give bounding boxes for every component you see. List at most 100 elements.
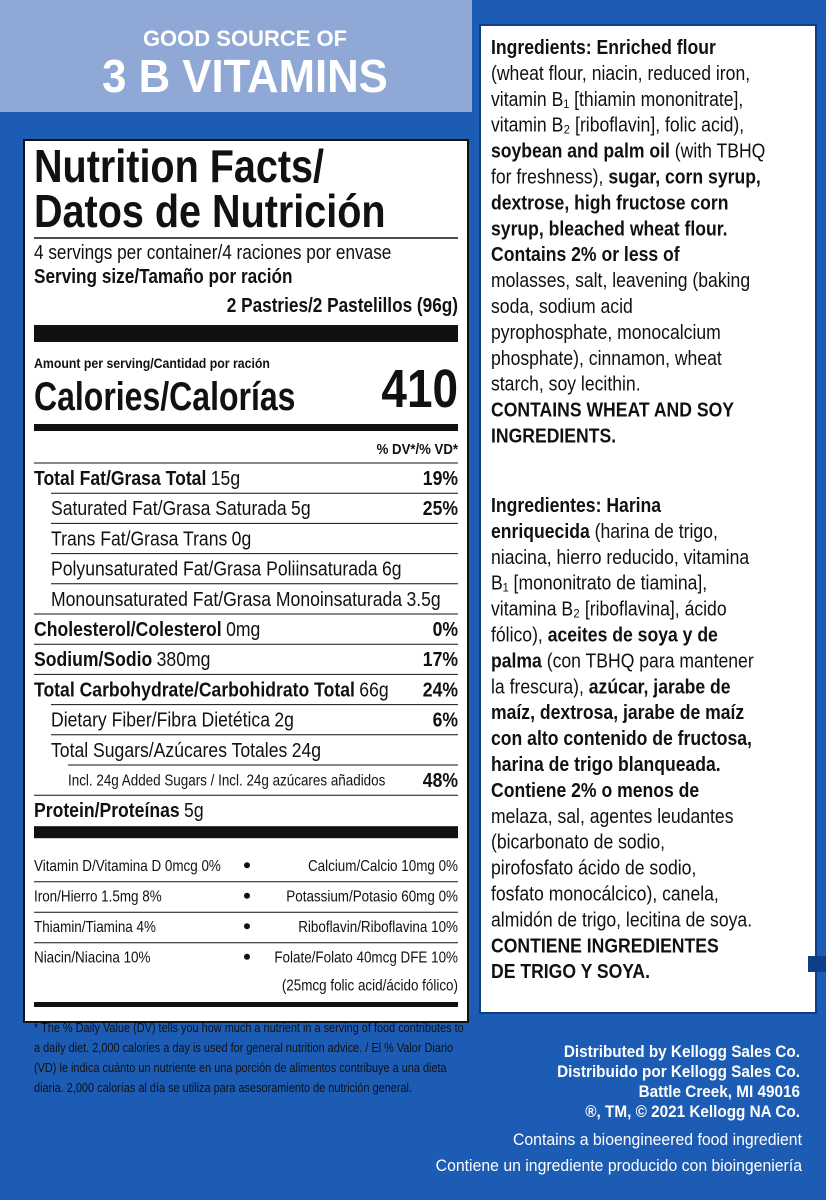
banner-line: GOOD SOURCE OF (143, 26, 347, 51)
nutrient-name: Polyunsaturated Fat/Grasa Poliinsaturada (51, 558, 378, 580)
ingredient-line: DE TRIGO Y SOYA. (491, 960, 650, 982)
ingredient-text: dextrose, high fructose corn (491, 191, 729, 213)
ingredients-box (479, 24, 817, 1014)
ingredient-text: niacina, hierro reducido, vitamina (491, 546, 750, 568)
ingredient-text: aceites de soya y de (548, 623, 718, 645)
ingredient-text: vitamina B₂ [riboflavina], ácido (491, 598, 727, 620)
serving-size-label: Serving size/Tamaño por ración (34, 265, 293, 288)
nutrient-amount: 15g (211, 467, 240, 489)
nutrient-name: Total Sugars/Azúcares Totales (51, 739, 287, 761)
ingredient-line: niacina, hierro reducido, vitamina (491, 546, 750, 568)
nutrient-name: Total Fat/Grasa Total (34, 467, 206, 489)
ingredient-line: palma (con TBHQ para mantener (491, 649, 754, 671)
footnote-line: * The % Daily Value (DV) tells you how m… (34, 1020, 464, 1035)
ingredient-text: maíz, dextrosa, jarabe de maíz (491, 701, 744, 723)
ingredient-text: molasses, salt, leavening (baking (491, 269, 750, 291)
nutrient-name: Sodium/Sodio (34, 648, 152, 670)
vitamin-right: Calcium/Calcio 10mg 0% (308, 858, 458, 875)
nutrient-name: Monounsaturated Fat/Grasa Monoinsaturada (51, 588, 403, 610)
ingredient-text: vitamin B₁ [thiamin mononitrate], (491, 88, 743, 110)
ingredient-line: CONTIENE INGREDIENTES (491, 934, 719, 956)
calories-label: Calories/Calorías (34, 374, 295, 419)
ingredient-line: pyrophosphate, monocalcium (491, 321, 721, 343)
ingredient-text: CONTAINS WHEAT AND SOY (491, 399, 734, 421)
nutrient-amount: 24g (292, 739, 321, 761)
ingredient-text: CONTIENE INGREDIENTES (491, 934, 719, 956)
ingredient-line: maíz, dextrosa, jarabe de maíz (491, 701, 744, 723)
vitamin-note: (25mcg folic acid/ácido fólico) (282, 978, 458, 995)
nutrient-dv: 19% (423, 467, 458, 489)
nutrient-dv: 24% (423, 678, 458, 700)
nutrient-dv: 0% (433, 618, 459, 640)
ingredient-line: Contains 2% or less of (491, 243, 680, 265)
footnote-line: a daily diet. 2,000 calories a day is us… (34, 1040, 453, 1055)
ingredient-line: vitamina B₂ [riboflavina], ácido (491, 598, 727, 620)
ingredient-line: fólico), aceites de soya y de (491, 623, 718, 645)
nutrient-dv: 25% (423, 497, 458, 519)
nutrient-row: Protein/Proteínas 5g (34, 799, 204, 821)
vitamin-right: Potassium/Potasio 60mg 0% (286, 889, 458, 906)
ingredient-text: Contains 2% or less of (491, 243, 680, 265)
nutrition-facts-box (23, 139, 469, 1023)
ingredient-text: for freshness), (491, 165, 608, 187)
nutrient-amount: 0g (232, 527, 252, 549)
bullet (244, 953, 250, 960)
ingredient-line: starch, soy lecithin. (491, 373, 641, 395)
nutrient-dv: 17% (423, 648, 458, 670)
bullet (244, 923, 250, 930)
ingredient-text: fólico), (491, 623, 548, 645)
ingredient-line: soybean and palm oil (with TBHQ (491, 140, 765, 162)
ingredient-line: CONTAINS WHEAT AND SOY (491, 399, 734, 421)
ingredient-text: vitamin B₂ [riboflavin], folic acid), (491, 114, 744, 136)
ingredient-line: almidón de trigo, lecitina de soya. (491, 908, 752, 930)
ingredient-text: almidón de trigo, lecitina de soya. (491, 908, 752, 930)
vitamin-left: Vitamin D/Vitamina D 0mcg 0% (34, 858, 221, 875)
nutrient-row: Total Carbohydrate/Carbohidrato Total 66g (34, 678, 389, 700)
amount-per-serving: Amount per serving/Cantidad por ración (34, 355, 270, 371)
distributor-line: Battle Creek, MI 49016 (639, 1082, 800, 1101)
ingredient-text: pyrophosphate, monocalcium (491, 321, 721, 343)
ingredient-text: soybean and palm oil (491, 140, 670, 162)
nutrient-amount: 3.5g (406, 588, 440, 610)
ingredient-text: harina de trigo blanqueada. (491, 753, 721, 775)
ingredient-line: Ingredientes: Harina (491, 494, 662, 516)
nutrient-dv: 48% (423, 769, 458, 791)
ingredient-text: phosphate), cinnamon, wheat (491, 347, 722, 369)
ingredient-text: con alto contenido de fructosa, (491, 727, 752, 749)
ingredient-text: INGREDIENTS. (491, 424, 616, 446)
nutrient-amount: 5g (184, 799, 204, 821)
bullet (244, 892, 250, 899)
nutrient-amount: 5g (291, 497, 311, 519)
nutrient-name: Trans Fat/Grasa Trans (51, 527, 227, 549)
nutrient-name: Protein/Proteínas (34, 799, 180, 821)
nutrient-row: Saturated Fat/Grasa Saturada 5g (51, 497, 311, 519)
ingredient-line: vitamin B₂ [riboflavin], folic acid), (491, 114, 744, 136)
vitamin-left: Niacin/Niacina 10% (34, 950, 150, 967)
nutrient-row: Total Sugars/Azúcares Totales 24g (51, 739, 321, 761)
nutrient-name: Incl. 24g Added Sugars / Incl. 24g azúca… (68, 773, 385, 790)
ingredient-line: phosphate), cinnamon, wheat (491, 347, 722, 369)
nutrient-row: Trans Fat/Grasa Trans 0g (51, 527, 251, 549)
edge-mark (808, 956, 826, 972)
vitamin-right: Folate/Folato 40mcg DFE 10% (274, 950, 458, 967)
nf-title: Nutrition Facts/ (34, 141, 324, 192)
distributor-line: Distribuido por Kellogg Sales Co. (557, 1062, 800, 1081)
ingredient-text: B₁ [mononitrato de tiamina], (491, 572, 707, 594)
nutrient-row: Cholesterol/Colesterol 0mg (34, 618, 260, 640)
calories: 410 (381, 359, 458, 419)
ingredient-text: melaza, sal, agentes leudantes (491, 805, 734, 827)
ingredient-text: DE TRIGO Y SOYA. (491, 960, 650, 982)
ingredient-line: soda, sodium acid (491, 295, 633, 317)
footnote-line: diaria. 2,000 calorías al día se utiliza… (34, 1080, 412, 1095)
nutrient-dv: 6% (433, 709, 459, 731)
ingredient-text: la frescura), (491, 675, 589, 697)
ingredient-text: (harina de trigo, (590, 520, 718, 542)
bullet (244, 862, 250, 869)
nutrient-row: Dietary Fiber/Fibra Dietética 2g (51, 709, 294, 731)
medium-bar (34, 424, 458, 431)
ingredient-line: harina de trigo blanqueada. (491, 753, 721, 775)
nutrient-row: Total Fat/Grasa Total 15g (34, 467, 240, 489)
vitamin-left: Iron/Hierro 1.5mg 8% (34, 889, 162, 906)
banner-title: 3 B VITAMINS (102, 50, 388, 102)
